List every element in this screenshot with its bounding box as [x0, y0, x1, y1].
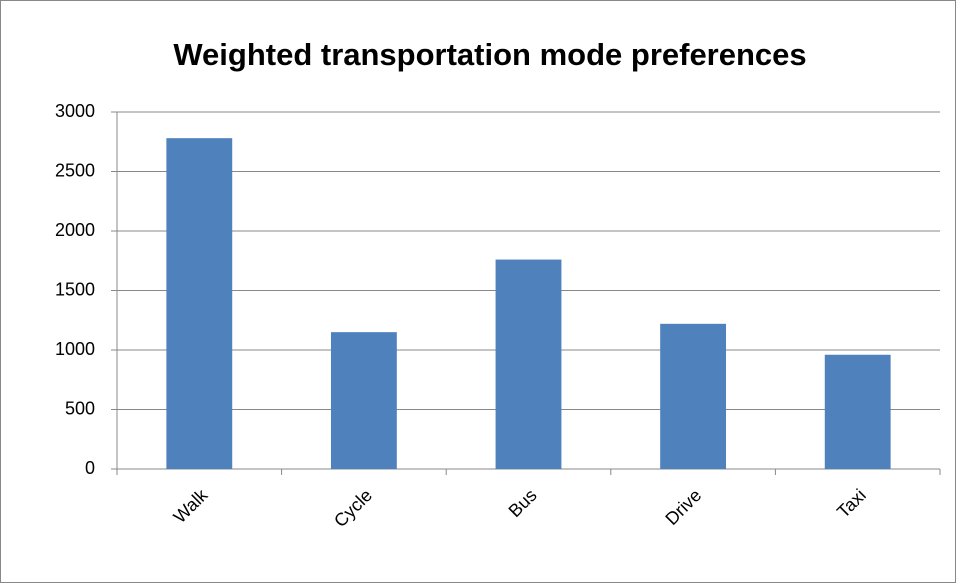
y-tick-label: 1500 [55, 279, 95, 299]
y-tick-label: 0 [85, 458, 95, 478]
chart-title: Weighted transportation mode preferences [173, 37, 806, 72]
y-tick-label: 3000 [55, 101, 95, 121]
bar [166, 138, 233, 469]
bar [824, 354, 891, 469]
bar [660, 323, 727, 469]
y-tick-label: 500 [65, 398, 95, 418]
y-tick-label: 2000 [55, 220, 95, 240]
bar [330, 332, 397, 469]
y-tick-label: 1000 [55, 339, 95, 359]
y-tick-label: 2500 [55, 160, 95, 180]
bar [495, 259, 562, 469]
